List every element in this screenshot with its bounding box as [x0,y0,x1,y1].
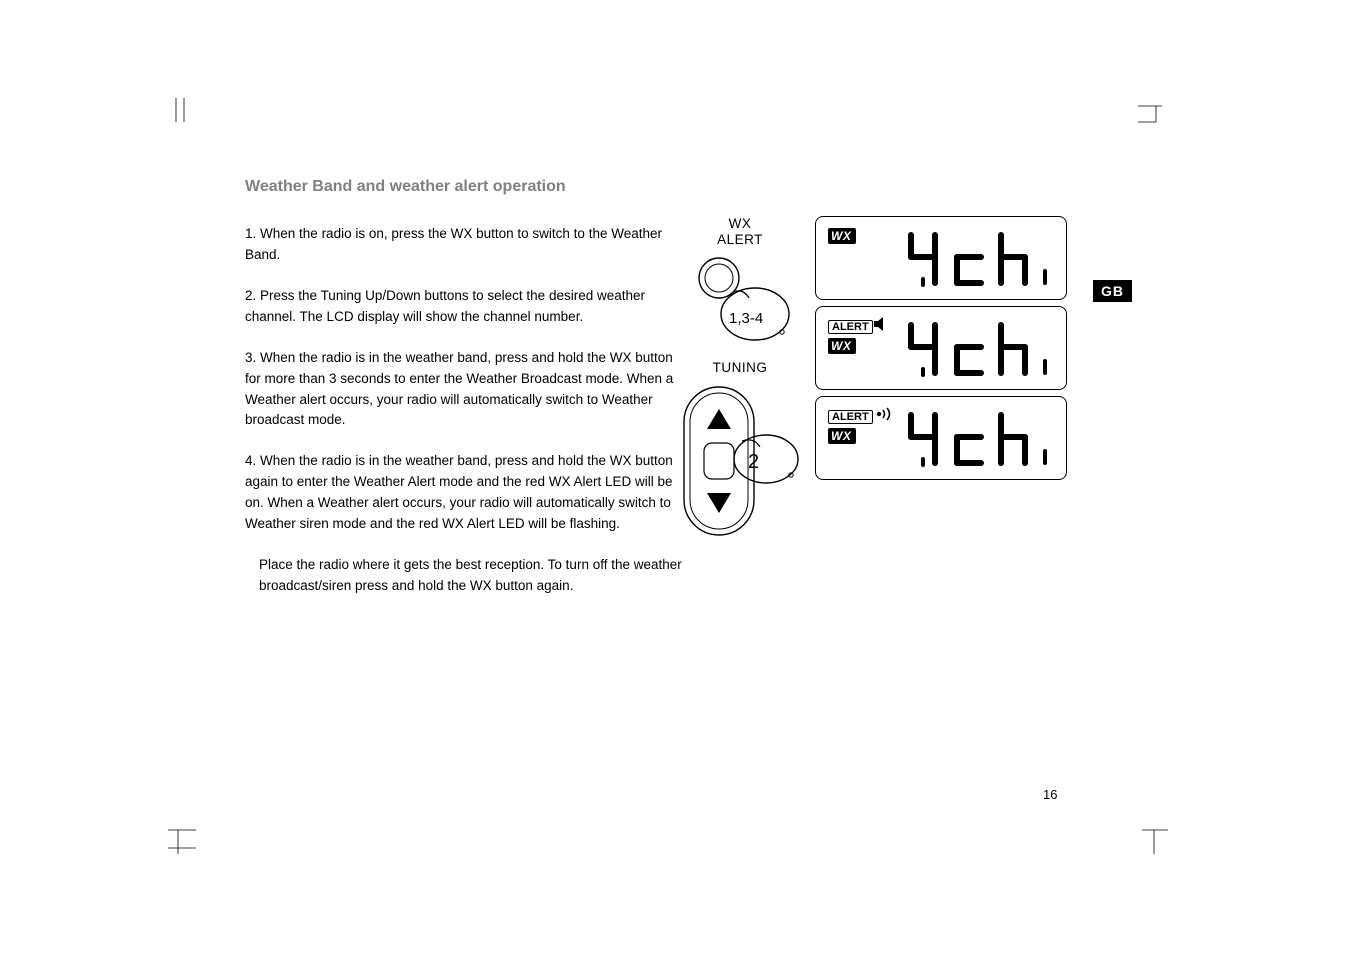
speaker-icon [874,317,892,336]
step-text: When the radio is on, press the WX butto… [245,226,662,262]
step-2: 2. Press the Tuning Up/Down buttons to s… [245,286,685,328]
step-num: 4. [245,453,256,468]
lcd-column: WX [815,216,1070,486]
page-root: Weather Band and weather alert operation… [0,0,1351,954]
step-text: Press the Tuning Up/Down buttons to sele… [245,288,645,324]
step-4: 4. When the radio is in the weather band… [245,451,685,535]
wx-knob-step-ref-text: 1,3-4 [729,310,763,327]
wx-badge: WX [828,427,856,445]
wx-label-line1: WX [729,216,752,231]
trailing-paragraph: Place the radio where it gets the best r… [259,555,699,597]
wx-label-line2: ALERT [717,232,763,247]
lcd-display-1: WX [815,216,1067,300]
lcd-7seg [901,227,1061,291]
crop-mark-bottom-right [1138,824,1172,856]
wx-badge: WX [828,337,856,355]
step-num: 1. [245,226,256,241]
diagrams-column: WX ALERT 1,3-4 TUNING [675,216,805,541]
wx-chip-text: WX [828,228,856,244]
alert-badge: ALERT [828,317,873,335]
crop-mark-top-right [1138,98,1166,126]
step-num: 2. [245,288,256,303]
crop-mark-bottom-left [168,824,202,856]
crop-mark-top-left [168,98,196,126]
alert-badge: ALERT [828,407,873,425]
wx-chip-text: WX [828,428,856,444]
wx-knob-diagram: 1,3-4 [685,252,795,342]
siren-icon [874,407,894,426]
lcd-display-3: ALERT WX [815,396,1067,480]
section-title: Weather Band and weather alert operation [245,178,1065,196]
wx-knob-label: WX ALERT [675,216,805,248]
wx-badge: WX [828,227,856,245]
step-1: 1. When the radio is on, press the WX bu… [245,224,685,266]
alert-chip-text: ALERT [828,320,873,334]
tuning-knob-diagram: 2 [678,381,802,541]
alert-chip-text: ALERT [828,410,873,424]
step-num: 3. [245,350,256,365]
step-3: 3. When the radio is in the weather band… [245,348,685,432]
step-text: When the radio is in the weather band, p… [245,453,673,531]
lcd-7seg [901,317,1061,381]
step-text: When the radio is in the weather band, p… [245,350,673,428]
lcd-display-2: ALERT WX [815,306,1067,390]
wx-chip-text: WX [828,338,856,354]
language-badge: GB [1093,280,1132,302]
tuning-label: TUNING [675,360,805,375]
lcd-7seg [901,407,1061,471]
tuning-knob-step-ref: 2 [748,451,759,474]
page-number: 16 [1043,787,1057,802]
